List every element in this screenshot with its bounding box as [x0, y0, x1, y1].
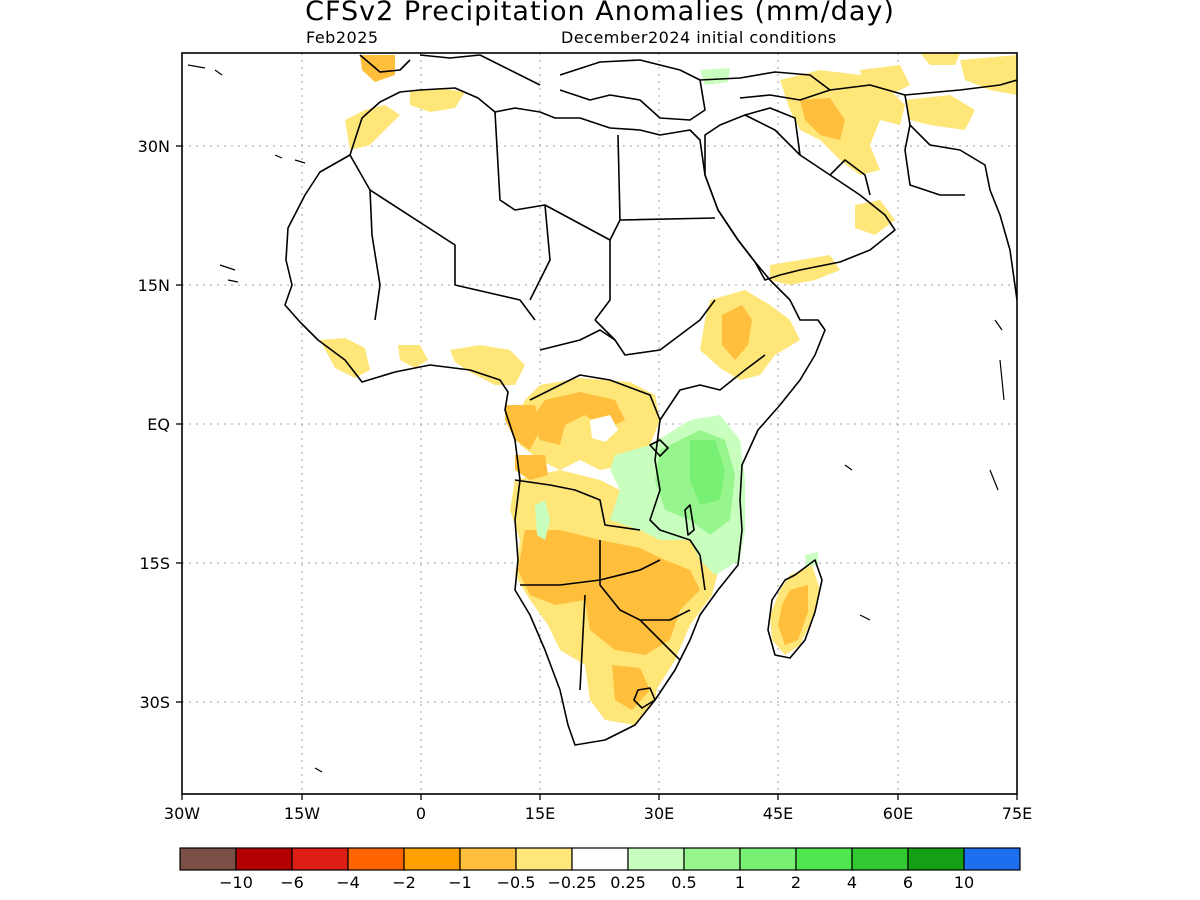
- lat-label: 30N: [138, 137, 170, 156]
- axis-ticks: [176, 145, 1018, 800]
- colorbar-swatch: [459, 847, 517, 871]
- lat-label: 30S: [139, 693, 170, 712]
- colorbar-label: −10: [219, 873, 253, 892]
- colorbar-label: 1: [735, 873, 745, 892]
- lon-label: 30W: [164, 804, 200, 823]
- colorbar-label: 2: [791, 873, 801, 892]
- colorbar-label: 6: [903, 873, 913, 892]
- lon-label: 60E: [883, 804, 913, 823]
- lat-label: EQ: [147, 415, 170, 434]
- colorbar-swatch: [907, 847, 965, 871]
- colorbar-swatch: [571, 847, 629, 871]
- colorbar-swatch: [795, 847, 853, 871]
- colorbar-swatch: [739, 847, 797, 871]
- wet-anomalies: [535, 68, 818, 575]
- colorbar-swatch: [851, 847, 909, 871]
- colorbar-swatch: [179, 847, 237, 871]
- colorbar-label: 0.5: [671, 873, 696, 892]
- lon-label: 0: [416, 804, 426, 823]
- colorbar-swatch: [627, 847, 685, 871]
- lon-label: 15W: [284, 804, 320, 823]
- initial-conditions: December2024 initial conditions: [561, 28, 837, 47]
- lon-axis-labels: 30W 15W 0 15E 30E 45E 60E 75E: [164, 804, 1032, 823]
- forecast-month: Feb2025: [306, 28, 379, 47]
- colorbar-label: 0.25: [610, 873, 646, 892]
- islands: [187, 64, 1005, 773]
- colorbar: −10 −6 −4 −2 −1 −0.5 −0.25 0.25 0.5 1 2 4 6 10: [179, 847, 1021, 892]
- colorbar-label: −0.25: [547, 873, 596, 892]
- colorbar-swatch: [235, 847, 293, 871]
- lon-label: 75E: [1002, 804, 1032, 823]
- colorbar-label: −4: [336, 873, 360, 892]
- colorbar-swatch: [291, 847, 349, 871]
- map-title: CFSv2 Precipitation Anomalies (mm/day): [305, 0, 895, 27]
- lon-label: 30E: [644, 804, 674, 823]
- colorbar-swatch: [683, 847, 741, 871]
- colorbar-swatch: [403, 847, 461, 871]
- colorbar-label: 4: [847, 873, 857, 892]
- lat-label: 15N: [138, 276, 170, 295]
- colorbar-label: −6: [280, 873, 304, 892]
- colorbar-label: −1: [448, 873, 472, 892]
- coastlines: [284, 54, 1017, 746]
- colorbar-label: −0.5: [497, 873, 536, 892]
- colorbar-label: −2: [392, 873, 416, 892]
- lon-label: 45E: [763, 804, 793, 823]
- lat-label: 15S: [139, 554, 170, 573]
- dry-anomalies: [320, 53, 1017, 725]
- colorbar-swatch: [963, 847, 1021, 871]
- colorbar-swatch: [347, 847, 405, 871]
- lon-label: 15E: [525, 804, 555, 823]
- lat-axis-labels: 30N 15N EQ 15S 30S: [138, 137, 170, 712]
- colorbar-label: 10: [954, 873, 974, 892]
- colorbar-swatch: [515, 847, 573, 871]
